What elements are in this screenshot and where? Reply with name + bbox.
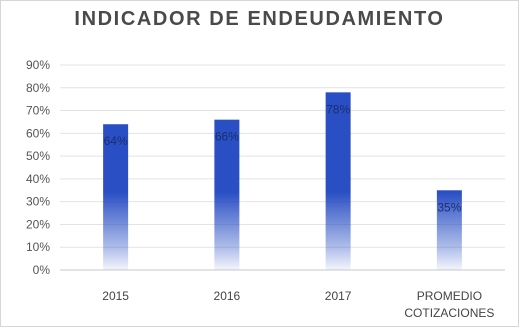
bar (325, 92, 351, 270)
bar (214, 119, 240, 271)
bar (436, 190, 462, 270)
data-label: 35% (437, 200, 461, 214)
data-label: 66% (215, 130, 239, 144)
y-tick-label: 50% (26, 149, 50, 163)
y-tick-label: 90% (26, 58, 50, 72)
category-label: PROMEDIO COTIZACIONES (404, 289, 494, 320)
y-tick-label: 30% (26, 195, 50, 209)
bar (103, 124, 129, 270)
data-label: 64% (104, 134, 128, 148)
y-tick-label: 20% (26, 217, 50, 231)
data-label: 78% (326, 102, 350, 116)
chart-title: INDICADOR DE ENDEUDAMIENTO (74, 8, 445, 30)
category-label: 2016 (214, 289, 241, 303)
y-tick-label: 0% (33, 263, 51, 277)
category-label: 2017 (325, 289, 352, 303)
y-tick-label: 40% (26, 172, 50, 186)
y-tick-label: 60% (26, 126, 50, 140)
category-label: 2015 (102, 289, 129, 303)
y-tick-label: 10% (26, 240, 50, 254)
y-tick-label: 80% (26, 81, 50, 95)
y-tick-label: 70% (26, 104, 50, 118)
